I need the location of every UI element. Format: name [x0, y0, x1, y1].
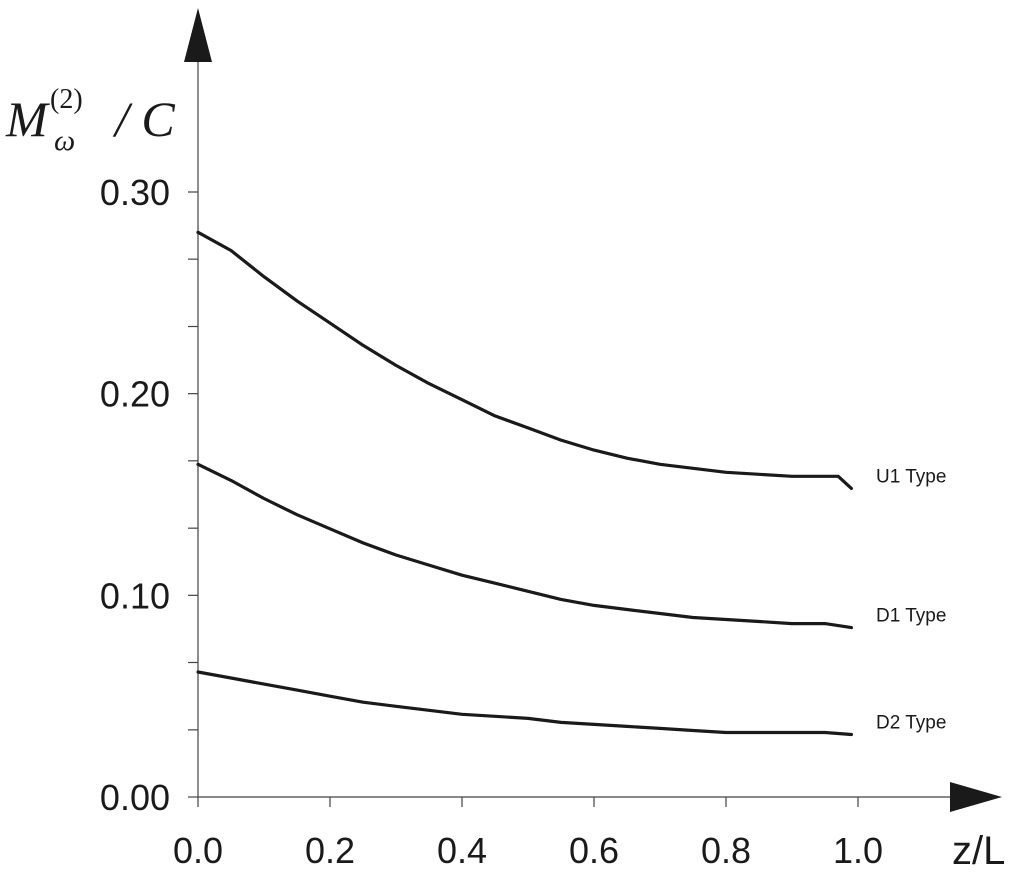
y-tick-label: 0.00: [100, 777, 170, 818]
series-label: D1 Type: [876, 606, 946, 627]
y-axis-label: M (2) ω / C: [5, 84, 175, 157]
x-tick-label: 0.0: [173, 830, 223, 871]
x-ticks: 0.0 0.2 0.4 0.6 0.8 1.0: [173, 797, 883, 871]
y-tick-label: 0.30: [100, 172, 170, 213]
y-axis-label-superscript: (2): [50, 84, 83, 115]
series-label: D2 Type: [876, 712, 946, 733]
y-axis-label-suffix: / C: [112, 91, 175, 147]
series-line-u1-type: [196, 230, 854, 490]
series-group: U1 Type D1 Type D2 Type: [196, 230, 946, 737]
series-line-d2-type: [196, 670, 854, 737]
x-tick-label: 0.8: [701, 830, 751, 871]
series-label: U1 Type: [876, 466, 946, 487]
y-axis-label-subscript: ω: [54, 124, 75, 157]
x-axis-arrow-icon: [950, 782, 1002, 812]
x-tick-label: 1.0: [833, 830, 883, 871]
y-ticks: 0.00 0.10 0.20 0.30: [100, 172, 198, 818]
series-line-d1-type: [196, 462, 854, 630]
y-tick-label: 0.20: [100, 374, 170, 415]
x-tick-label: 0.6: [569, 830, 619, 871]
x-tick-label: 0.2: [305, 830, 355, 871]
y-axis-arrow-icon: [184, 8, 212, 62]
y-tick-label: 0.10: [100, 575, 170, 616]
x-tick-label: 0.4: [437, 830, 487, 871]
y-axis-label-base: M: [5, 91, 50, 147]
x-axis-label: z/L: [952, 829, 1005, 872]
